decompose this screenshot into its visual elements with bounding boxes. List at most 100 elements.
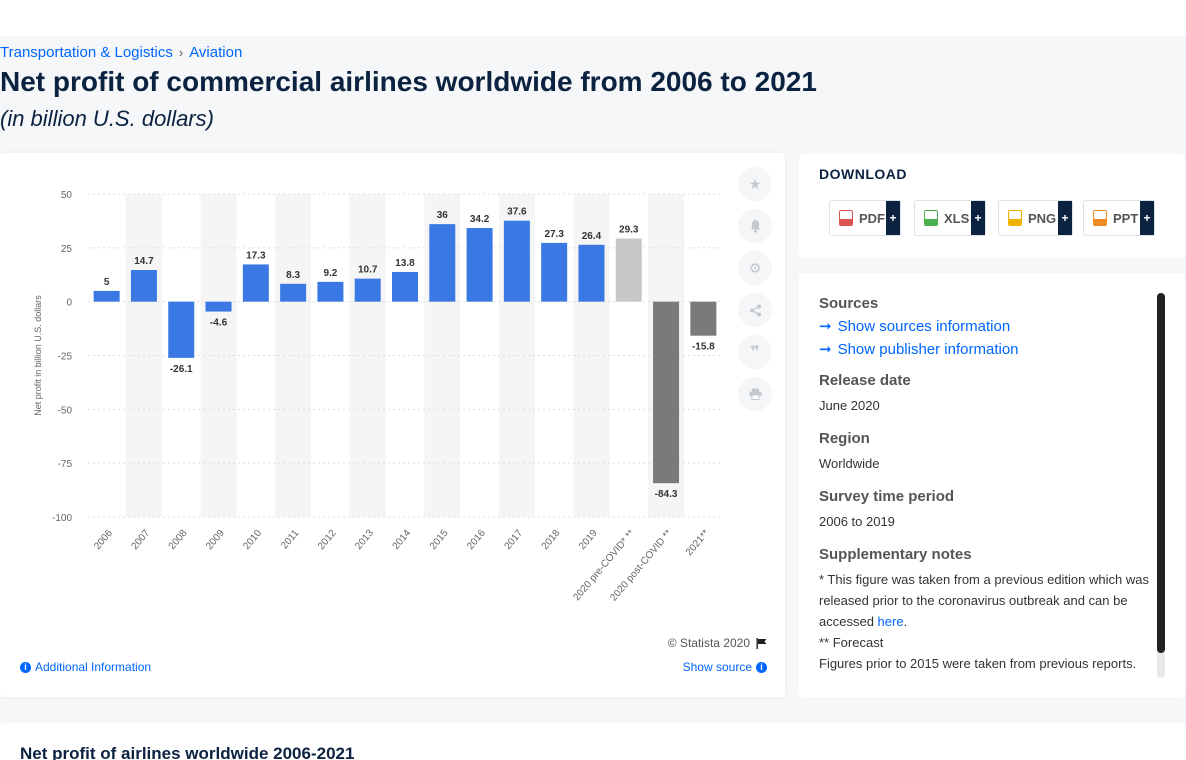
note-1-end: . [903,614,908,629]
gear-icon: ⚙ [748,259,762,276]
show-publisher-link[interactable]: ➞ Show publisher information [819,340,1149,359]
bar [317,281,344,302]
plus-icon: + [1058,201,1072,235]
x-tick-label: 2010 [241,528,264,552]
x-tick-label: 2018 [540,528,563,552]
scrollbar-thumb[interactable] [1157,293,1165,653]
bar [392,271,418,302]
y-tick-label: -25 [58,352,73,363]
data-label: -84.3 [655,489,678,500]
download-xls-button[interactable]: XLS + [914,200,986,236]
favorite-button[interactable]: ★ [738,167,772,201]
show-publisher-label: Show publisher information [837,340,1019,358]
data-label: -15.8 [692,342,715,353]
sources-card: Sources ➞ Show sources information ➞ Sho… [799,273,1185,697]
plus-icon: + [1140,201,1154,235]
page-subtitle: (in billion U.S. dollars) [0,106,214,131]
download-ppt-button[interactable]: PPT + [1083,200,1155,236]
share-button[interactable] [738,293,772,327]
quote-icon: ❞ [750,344,760,361]
bar [205,301,232,312]
x-tick-label: 2007 [130,528,153,552]
show-sources-link[interactable]: ➞ Show sources information [819,317,1149,336]
note-1-text: * This figure was taken from a previous … [819,572,1149,629]
related-title: Net profit of airlines worldwide 2006-20… [20,744,355,760]
data-label: 5 [104,277,110,288]
y-tick-label: 50 [61,190,73,201]
info-icon: i [20,661,31,673]
data-label: 14.7 [134,256,154,267]
bar [280,283,307,302]
statista-credit: © Statista 2020 [668,636,767,650]
bar [168,301,195,358]
settings-button[interactable]: ⚙ [738,251,772,285]
pdf-file-icon [839,210,853,226]
download-pdf-button[interactable]: PDF + [829,200,901,236]
sources-scrollbar[interactable] [1157,293,1165,678]
y-axis-label: Net profit in billion U.S. dollars [33,295,43,416]
bar [503,220,530,302]
additional-info-label: Additional Information [35,660,152,674]
data-label: -26.1 [170,364,193,375]
x-tick-label: 2012 [316,528,339,552]
additional-info-link[interactable]: i Additional Information [20,660,151,674]
y-tick-label: -50 [58,405,73,416]
release-date-value: June 2020 [819,398,880,413]
related-card: Net profit of airlines worldwide 2006-20… [0,723,1186,760]
release-date-heading: Release date [819,372,911,389]
png-file-icon [1008,210,1022,226]
x-tick-label: 2019 [577,528,600,552]
print-icon [749,388,761,400]
data-label: 27.3 [544,229,564,240]
data-label: 34.2 [470,214,490,225]
download-xls-label: XLS [944,210,970,226]
download-title: DOWNLOAD [819,166,907,182]
column-band [349,194,386,517]
print-button[interactable] [738,377,772,411]
bar [466,228,493,302]
breadcrumb-aviation[interactable]: Aviation [189,44,243,61]
download-ppt-label: PPT [1113,210,1139,226]
x-tick-label: 2015 [428,528,451,552]
note-here-link[interactable]: here [877,614,904,629]
bar [541,242,568,302]
show-source-label: Show source [682,660,752,674]
region-value: Worldwide [819,456,880,471]
cite-button[interactable]: ❞ [738,335,772,369]
x-tick-label: 2021** [684,528,712,558]
show-source-link[interactable]: Show source i [683,660,767,674]
flag-icon[interactable] [756,637,767,649]
bar [242,264,269,302]
credit-text: © Statista 2020 [667,636,750,650]
supplementary-notes-heading: Supplementary notes [819,546,972,563]
data-label: 17.3 [246,250,266,261]
x-tick-label: 2017 [502,528,525,552]
top-bar [0,0,1186,36]
page-title: Net profit of commercial airlines worldw… [0,66,817,97]
download-png-button[interactable]: PNG + [998,200,1073,236]
ppt-file-icon [1093,210,1107,226]
y-tick-label: -100 [52,513,72,524]
supplementary-note-2: ** Forecast [819,635,884,650]
x-tick-label: 2016 [465,528,488,552]
arrow-right-icon: ➞ [819,318,832,335]
data-label: 10.7 [358,265,378,276]
x-tick-label: 2011 [279,528,302,552]
show-sources-label: Show sources information [837,317,1011,335]
star-icon: ★ [748,175,762,192]
region-heading: Region [819,430,870,447]
sources-content: Sources ➞ Show sources information ➞ Sho… [819,295,1149,679]
bar [653,301,680,484]
bar [93,290,120,302]
share-icon [749,304,761,316]
breadcrumb-transportation[interactable]: Transportation & Logistics [0,44,173,61]
download-card: DOWNLOAD PDF + XLS + PNG + PPT + [799,154,1185,258]
notify-button[interactable] [738,209,772,243]
download-png-label: PNG [1028,210,1057,226]
x-tick-label: 2013 [353,528,376,552]
bar [130,270,157,302]
bar-chart: 50 25 0 -25 -50 -75 -100 Net profit in billion … [33,190,722,603]
data-label: 13.8 [395,258,415,269]
x-tick-label: 2006 [92,528,115,552]
plus-icon: + [971,201,985,235]
